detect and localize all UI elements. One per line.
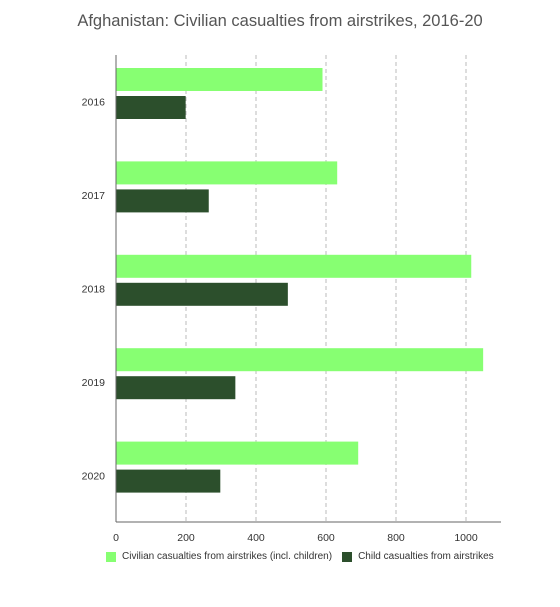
axes xyxy=(115,55,501,523)
x-tick-label-600: 600 xyxy=(317,532,335,544)
legend: Civilian casualties from airstrikes (inc… xyxy=(106,551,504,562)
x-tick-label-800: 800 xyxy=(387,532,405,544)
bar-child-2018[interactable] xyxy=(116,282,288,306)
legend-label-child: Child casualties from airstrikes xyxy=(358,551,494,562)
legend-item-child[interactable]: Child casualties from airstrikes xyxy=(342,551,494,562)
bar-child-2017[interactable] xyxy=(116,189,209,213)
chart-title: Afghanistan: Civilian casualties from ai… xyxy=(77,12,483,30)
x-tick-label-200: 200 xyxy=(177,532,195,544)
bar-civilian-2020[interactable] xyxy=(116,441,359,465)
y-tick-label-2016: 2016 xyxy=(82,97,106,109)
bar-child-2016[interactable] xyxy=(116,96,186,119)
legend-item-civilian[interactable]: Civilian casualties from airstrikes (inc… xyxy=(106,551,332,562)
x-tick-label-400: 400 xyxy=(247,532,265,544)
y-tick-label-2017: 2017 xyxy=(82,190,106,202)
y-axis-labels: 2016 2017 2018 2019 2020 xyxy=(82,97,106,483)
x-tick-label-0: 0 xyxy=(113,532,119,544)
y-tick-label-2019: 2019 xyxy=(82,377,106,389)
bar-child-2020[interactable] xyxy=(116,469,221,493)
bar-child-2019[interactable] xyxy=(116,376,236,400)
bar-civilian-2016[interactable] xyxy=(116,68,323,91)
bar-civilian-2019[interactable] xyxy=(116,348,484,372)
bar-civilian-2017[interactable] xyxy=(116,161,338,185)
bars xyxy=(116,68,484,493)
legend-swatch-child xyxy=(342,551,353,562)
y-tick-label-2018: 2018 xyxy=(82,284,106,296)
legend-swatch-civilian xyxy=(106,551,116,562)
legend-label-civilian: Civilian casualties from airstrikes (inc… xyxy=(122,551,333,562)
bar-civilian-2018[interactable] xyxy=(116,254,472,278)
y-tick-label-2020: 2020 xyxy=(82,470,106,482)
x-axis-labels: 0 200 400 600 800 1000 xyxy=(113,532,478,544)
x-tick-label-1000: 1000 xyxy=(454,532,478,544)
